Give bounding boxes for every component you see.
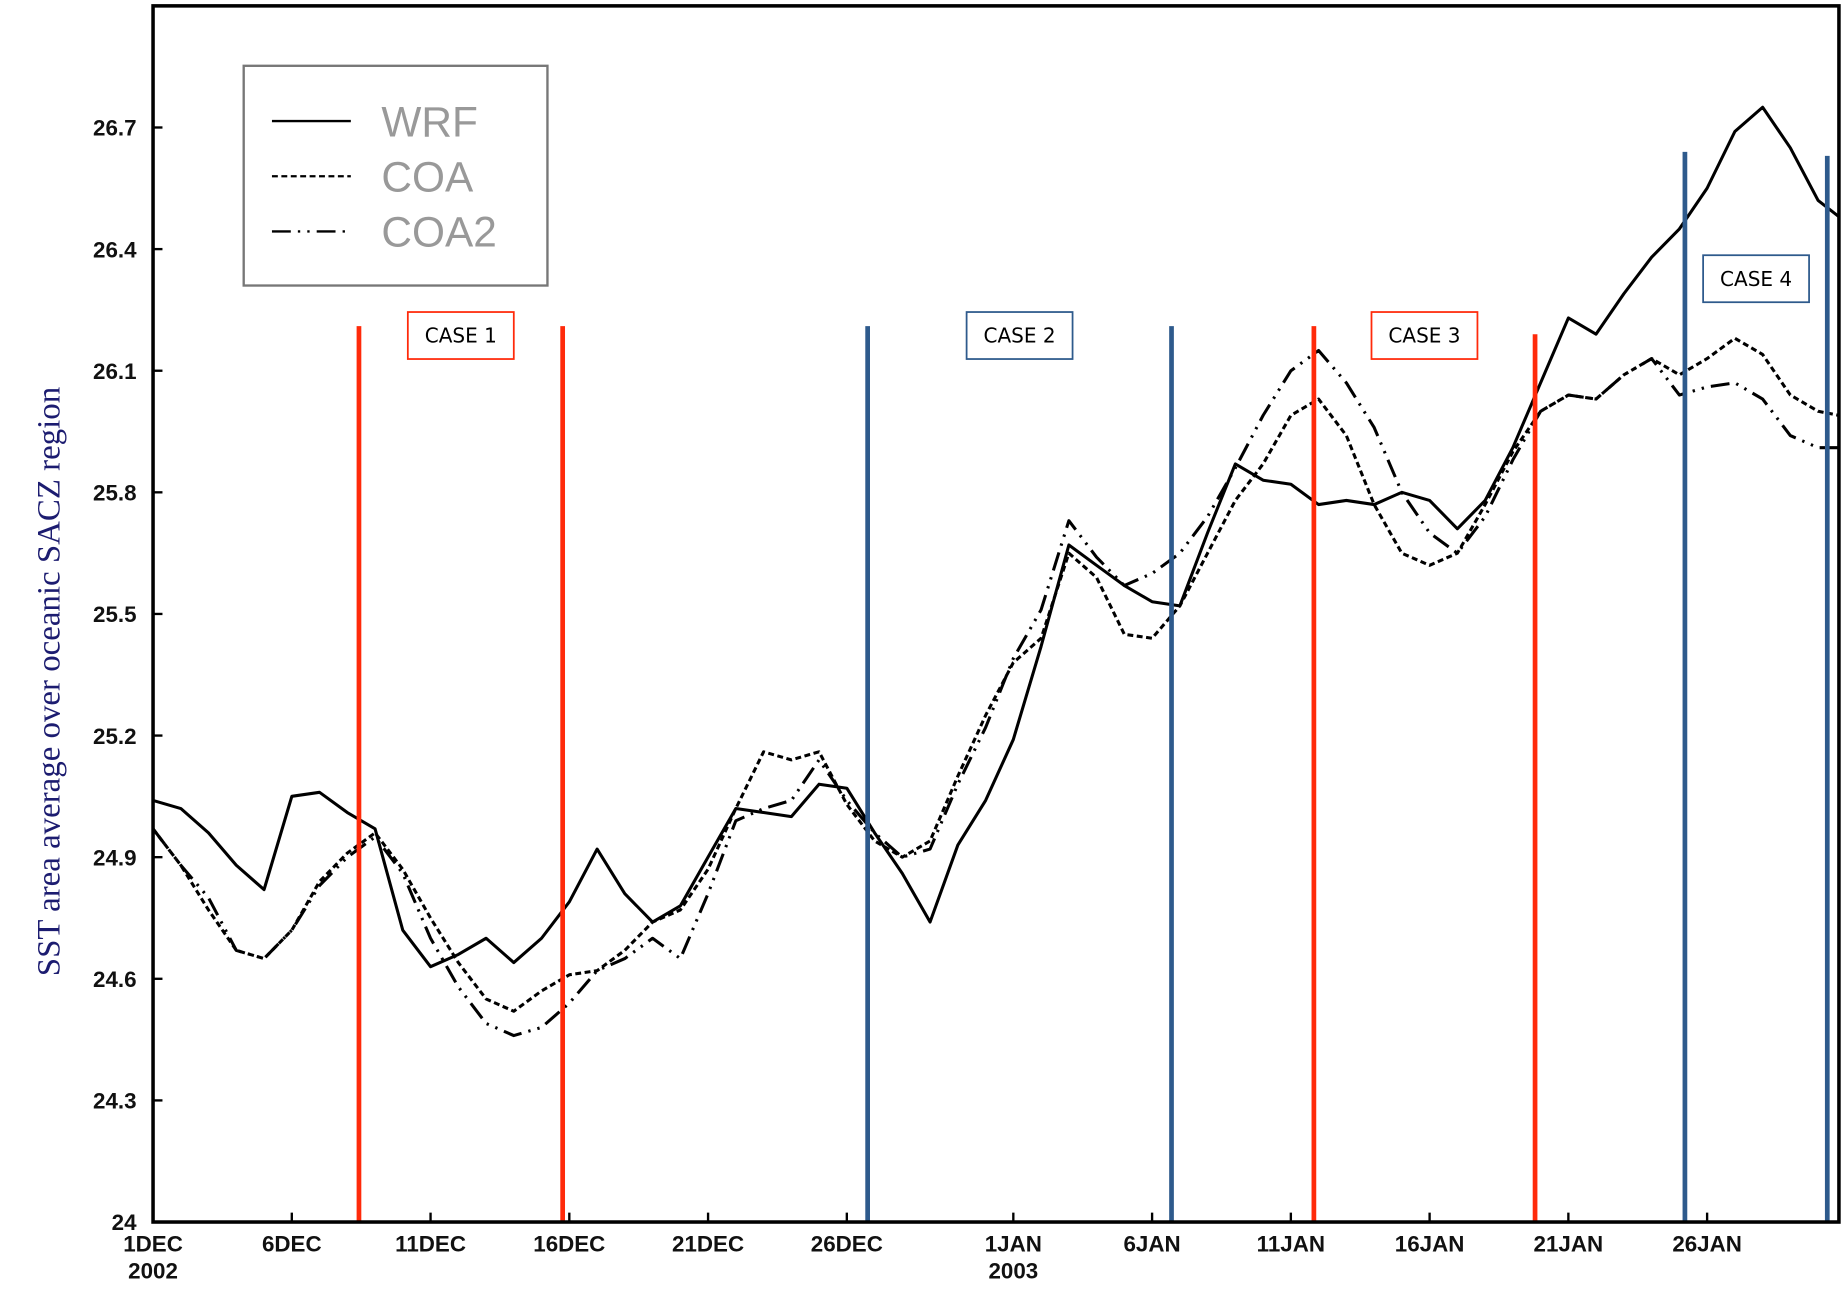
plot-frame [151, 4, 1841, 1224]
x-year-label: 2002 [128, 1258, 178, 1283]
x-tick-label: 11DEC [395, 1231, 466, 1256]
y-tick-label: 25.2 [93, 724, 137, 749]
x-tick-label: 16JAN [1395, 1231, 1465, 1256]
x-year-label: 2003 [988, 1258, 1038, 1283]
case-text: CASE 4 [1720, 267, 1792, 291]
y-tick-label: 24 [112, 1210, 137, 1235]
case-box [965, 311, 1074, 360]
case-label: CASE 4 [1702, 254, 1810, 304]
y-tick-label: 24.3 [93, 1089, 137, 1114]
y-tick-label: 25.8 [93, 481, 137, 506]
case-text: CASE 1 [425, 324, 497, 348]
x-tick-label: 21DEC [672, 1231, 744, 1256]
case-box [1370, 311, 1479, 360]
legend-label: COA2 [381, 209, 496, 256]
legend: WRF COA COA2 [242, 64, 549, 287]
x-tick-label: 6JAN [1124, 1231, 1181, 1256]
y-tick-label: 26.7 [93, 116, 137, 141]
x-tick-label: 6DEC [262, 1231, 322, 1256]
x-tick-label: 16DEC [533, 1231, 605, 1256]
y-tick-label: 24.9 [93, 845, 137, 870]
case-label: CASE 1 [406, 311, 515, 360]
case-box [1702, 254, 1810, 304]
legend-label: COA [381, 154, 474, 201]
case-label: CASE 3 [1370, 311, 1479, 360]
series-line [152, 105, 1840, 969]
x-tick-label: 11JAN [1257, 1231, 1325, 1256]
y-tick-label: 26.4 [93, 237, 137, 262]
case-label: CASE 2 [965, 311, 1074, 360]
legend-label: WRF [381, 98, 477, 145]
series-line [151, 336, 1840, 1013]
case-text: CASE 2 [984, 324, 1056, 348]
case-box [406, 311, 515, 360]
y-tick-label: 25.5 [93, 602, 137, 627]
x-tick-label: 26DEC [811, 1231, 883, 1256]
x-tick-label: 1JAN [985, 1231, 1042, 1256]
y-axis-title: SST area average over oceanic SACZ regio… [31, 387, 67, 976]
x-tick-label: 26JAN [1672, 1231, 1742, 1256]
x-tick-label: 21JAN [1534, 1231, 1604, 1256]
y-tick-label: 24.6 [93, 967, 137, 992]
case-text: CASE 3 [1388, 324, 1460, 348]
x-tick-label: 1DEC [123, 1231, 183, 1256]
y-tick-label: 26.1 [93, 359, 137, 384]
